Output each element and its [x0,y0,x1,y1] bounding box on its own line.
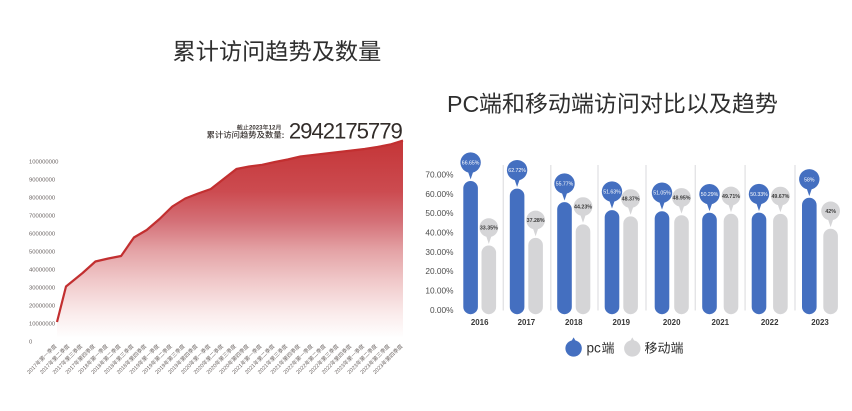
svg-text:40000000: 40000000 [29,267,56,273]
svg-text:70.00%: 70.00% [425,169,454,179]
svg-text:49.71%: 49.71% [722,194,740,200]
svg-text:55.77%: 55.77% [556,182,574,188]
svg-text:70000000: 70000000 [29,213,56,219]
svg-text:51.05%: 51.05% [653,191,671,197]
svg-text:2018: 2018 [565,318,583,327]
svg-text:50000000: 50000000 [29,249,56,255]
svg-text:20000000: 20000000 [29,304,56,310]
svg-text:0: 0 [29,340,33,346]
svg-text:49.67%: 49.67% [771,194,789,200]
svg-text:2017: 2017 [518,318,536,327]
svg-text:2942175779: 2942175779 [289,119,403,144]
svg-text:58%: 58% [804,177,815,183]
svg-text:48.95%: 48.95% [673,195,691,201]
svg-text:2020: 2020 [663,318,681,327]
svg-text:2023: 2023 [249,125,263,132]
svg-text:10.00%: 10.00% [425,286,454,296]
svg-text:2016: 2016 [471,318,489,327]
svg-text:51.63%: 51.63% [603,190,621,196]
svg-text:50.33%: 50.33% [750,192,768,198]
svg-text:66.65%: 66.65% [462,161,480,167]
svg-text:30.00%: 30.00% [425,247,454,257]
svg-text:2023: 2023 [811,318,829,327]
svg-text:80000000: 80000000 [29,195,56,201]
svg-text::: : [282,130,285,140]
svg-text:30000000: 30000000 [29,286,56,292]
svg-text:37.28%: 37.28% [527,218,545,224]
svg-text:20.00%: 20.00% [425,266,454,276]
svg-text:2022: 2022 [761,318,779,327]
svg-text:60.00%: 60.00% [425,189,454,199]
svg-text:50.00%: 50.00% [425,208,454,218]
svg-text:10000000: 10000000 [29,322,56,328]
svg-text:2019: 2019 [613,318,631,327]
svg-text:0.00%: 0.00% [430,305,454,315]
svg-text:50.29%: 50.29% [701,192,719,198]
svg-text:60000000: 60000000 [29,231,56,237]
svg-text:33.35%: 33.35% [480,226,498,232]
svg-text:40.00%: 40.00% [425,227,454,237]
svg-text:pc: pc [587,341,602,356]
svg-text:100000000: 100000000 [29,159,59,165]
svg-text:90000000: 90000000 [29,177,56,183]
svg-text:42%: 42% [825,209,836,215]
svg-text:44.23%: 44.23% [574,205,592,211]
svg-text:48.37%: 48.37% [622,197,640,203]
svg-text:PC: PC [447,91,479,117]
svg-text:12: 12 [269,125,276,132]
svg-text:2021: 2021 [712,318,730,327]
svg-text:62.72%: 62.72% [508,168,526,174]
